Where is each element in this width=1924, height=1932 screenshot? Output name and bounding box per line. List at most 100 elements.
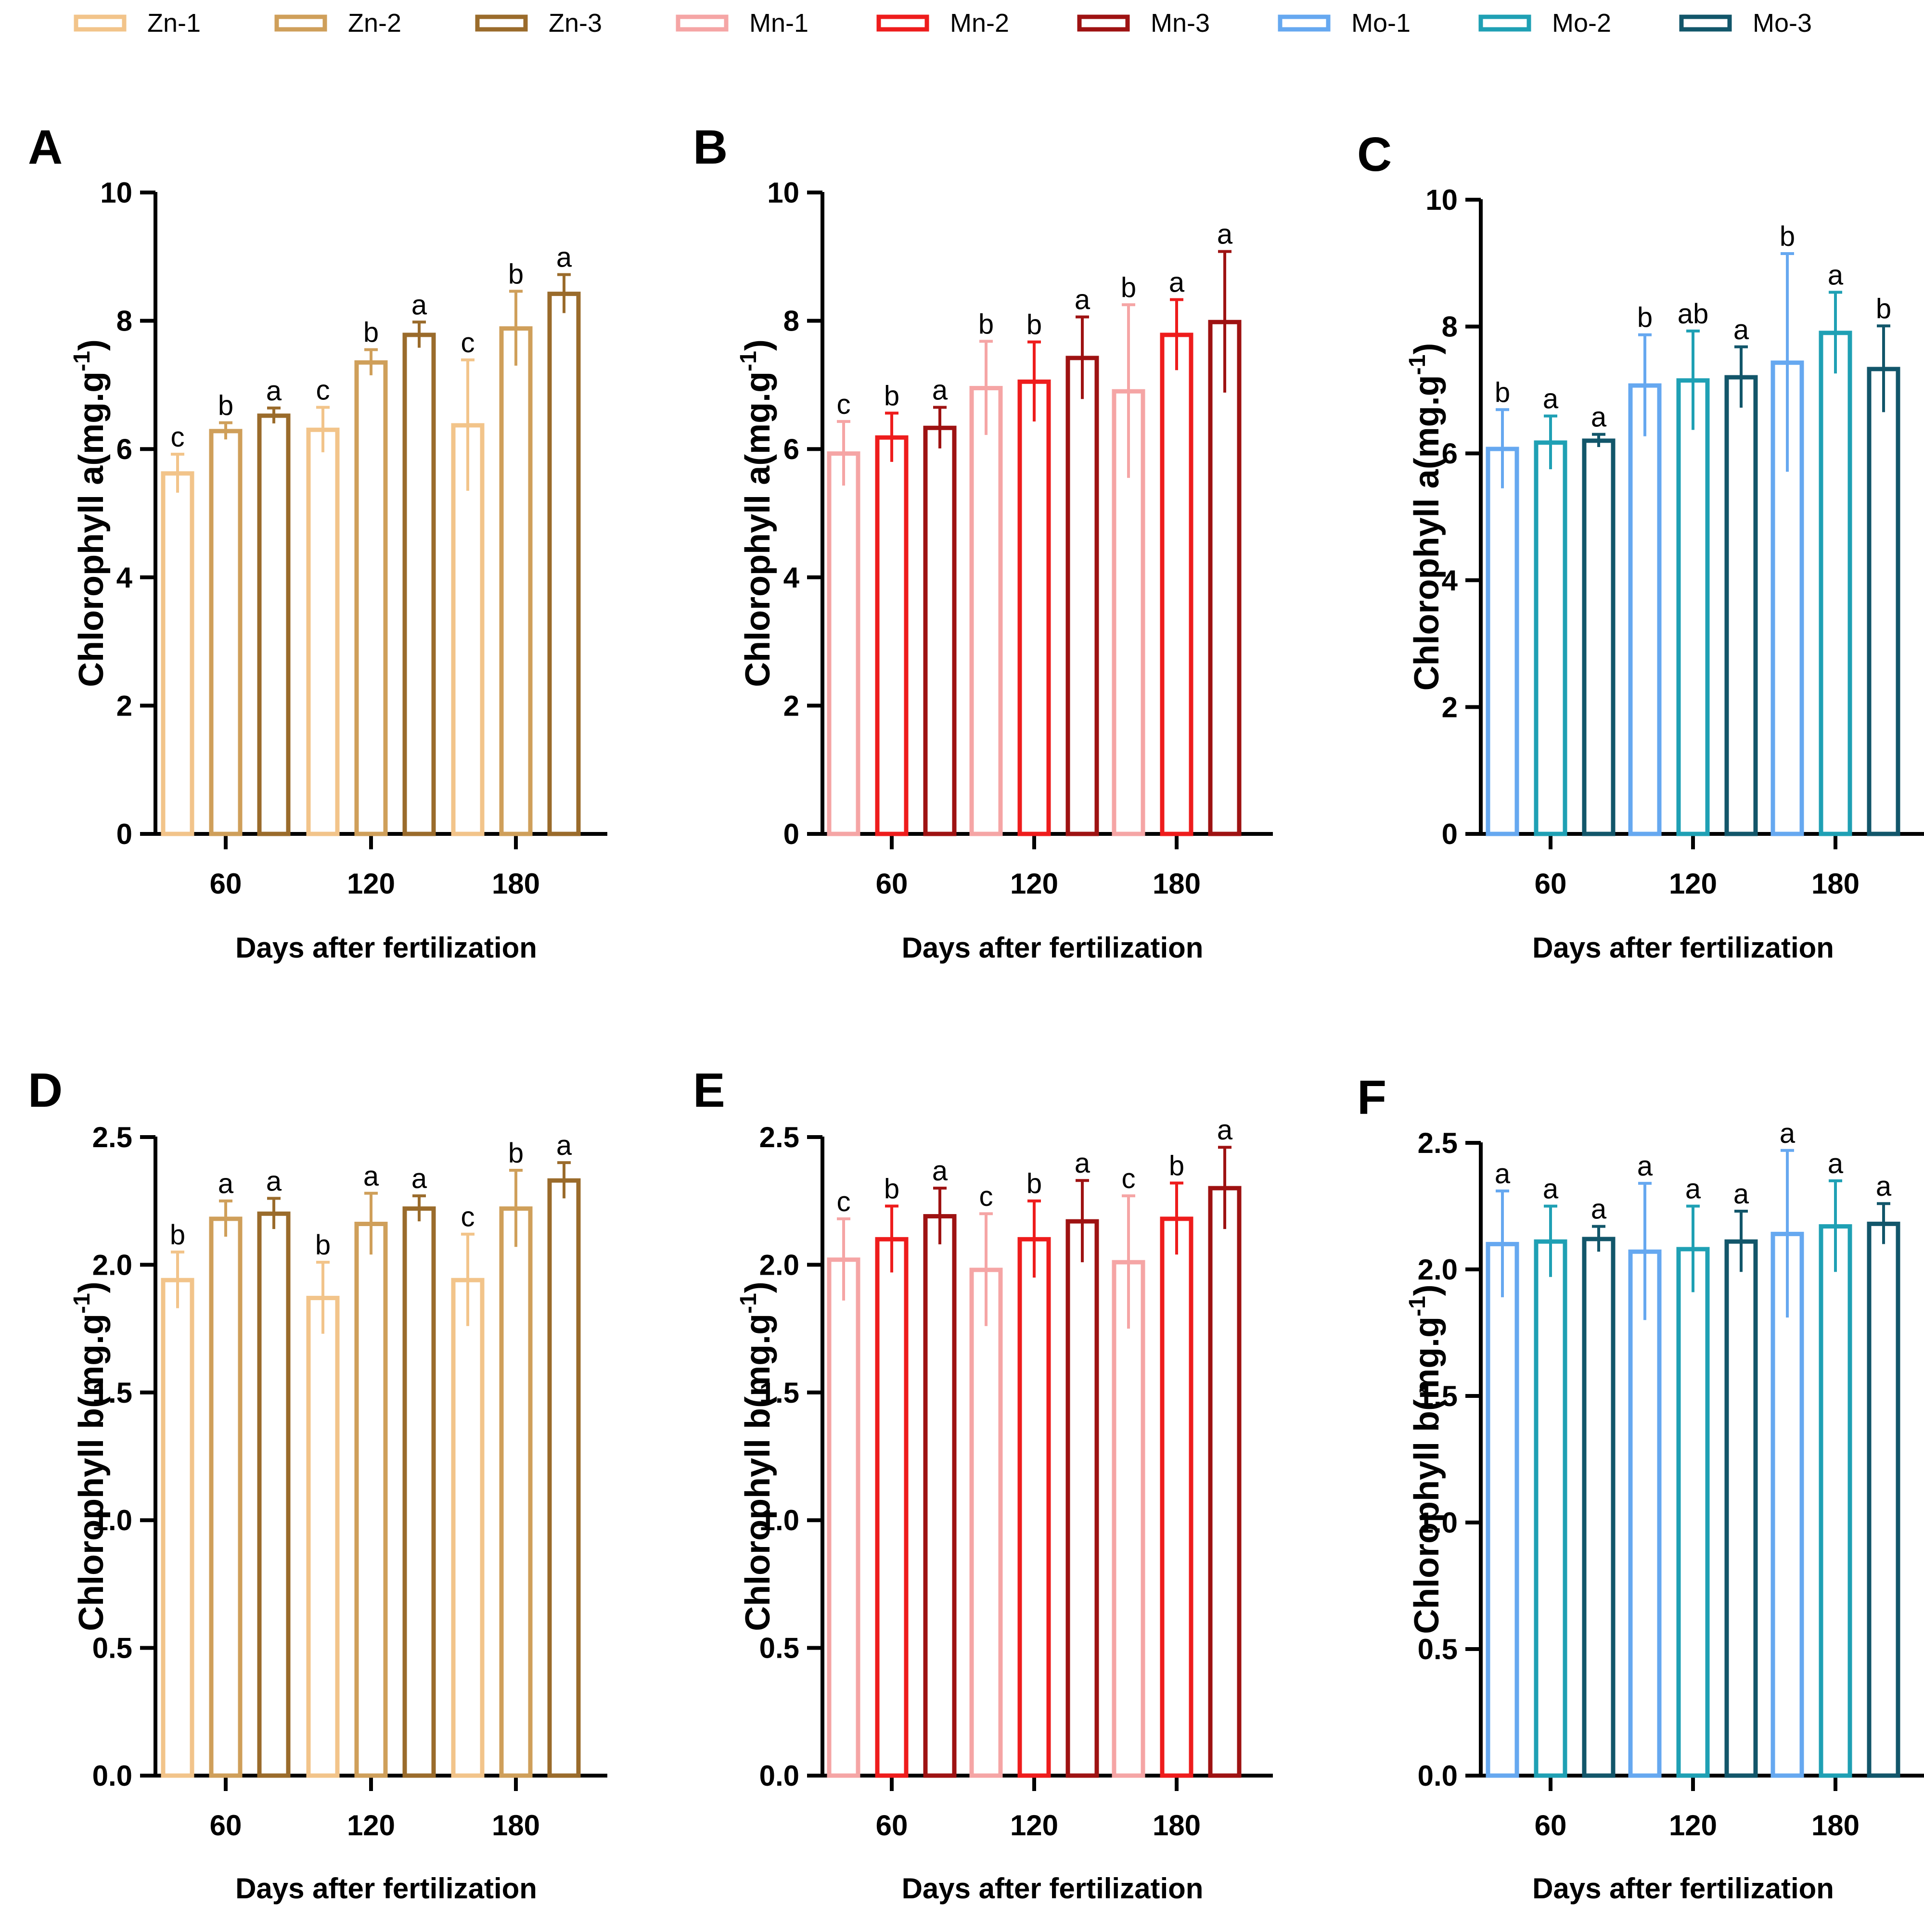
significance-letter: c bbox=[837, 389, 851, 420]
x-tick-label: 60 bbox=[876, 868, 908, 900]
x-axis-title: Days after fertilization bbox=[902, 1872, 1204, 1905]
y-axis-title-end: ) bbox=[72, 339, 111, 351]
significance-letter: a bbox=[266, 1165, 282, 1197]
panel-tag: A bbox=[28, 120, 63, 174]
y-tick-label: 10 bbox=[100, 177, 132, 209]
significance-letter: a bbox=[1591, 1194, 1607, 1225]
legend-swatch bbox=[876, 14, 929, 32]
significance-letter: a bbox=[1217, 219, 1233, 250]
series-mn-1: c cc bbox=[827, 1163, 1145, 1778]
bar bbox=[402, 333, 436, 836]
legend-label: Mn-2 bbox=[950, 9, 1009, 38]
series-zn-1: c c c bbox=[161, 327, 485, 836]
bar bbox=[547, 1178, 581, 1778]
y-tick-label: 2.0 bbox=[1418, 1254, 1458, 1286]
significance-letter: b bbox=[1026, 1168, 1042, 1200]
series-mn-1: cbb bbox=[827, 272, 1145, 836]
y-tick-label: 10 bbox=[1425, 184, 1458, 216]
significance-letter: a bbox=[1828, 1148, 1844, 1179]
x-tick-label: 180 bbox=[492, 1809, 540, 1842]
bar bbox=[306, 1295, 340, 1778]
y-axis-title-exponent: -1 bbox=[1405, 1296, 1430, 1317]
x-tick-label: 120 bbox=[347, 868, 395, 900]
legend-label: Zn-1 bbox=[147, 9, 201, 38]
bar bbox=[875, 435, 909, 836]
legend-item-zn-2: Zn-2 bbox=[274, 9, 401, 38]
panel-c: C 0 2 4 6 8 10 60 120 180 Days after fertilization… bbox=[1357, 128, 1924, 964]
y-tick-label: 0 bbox=[1442, 818, 1458, 850]
significance-letter: b bbox=[1495, 377, 1510, 408]
y-tick-label: 0 bbox=[783, 818, 799, 850]
legend-label: Mo-2 bbox=[1552, 9, 1611, 38]
bar bbox=[354, 1221, 388, 1778]
y-tick-label: 4 bbox=[1442, 564, 1458, 597]
bar bbox=[827, 451, 860, 836]
bar bbox=[1867, 1221, 1900, 1778]
significance-letter: c bbox=[171, 422, 185, 453]
series-zn-3: a a a bbox=[257, 1130, 581, 1778]
significance-letter: a bbox=[218, 1168, 234, 1200]
y-axis-title-end: ) bbox=[739, 339, 777, 351]
y-tick-label: 0.5 bbox=[1418, 1633, 1458, 1665]
bar bbox=[1724, 375, 1758, 836]
significance-letter: a bbox=[1685, 1174, 1701, 1205]
x-axis-title: Days after fertilization bbox=[1532, 932, 1834, 964]
bar bbox=[161, 1278, 194, 1778]
series-zn-1: b bc bbox=[161, 1202, 485, 1778]
y-axis-title-exponent: -1 bbox=[736, 351, 761, 371]
y-tick-label: 4 bbox=[116, 562, 133, 594]
bar bbox=[1628, 1249, 1662, 1778]
y-tick-label: 0.0 bbox=[759, 1760, 799, 1792]
legend-label: Mn-1 bbox=[749, 9, 808, 38]
y-tick-label: 0 bbox=[116, 818, 132, 850]
bar bbox=[1065, 1219, 1099, 1778]
x-tick-label: 120 bbox=[1010, 1809, 1058, 1842]
y-axis-title-exponent: -1 bbox=[1405, 355, 1430, 375]
significance-letter: a bbox=[1637, 1151, 1653, 1182]
significance-letter: b bbox=[1121, 272, 1136, 303]
y-axis-title-main: Chlorophyll a(mg.g bbox=[739, 371, 777, 687]
y-axis-title: Chlorophyll b(mg.g-1) bbox=[69, 1281, 111, 1631]
significance-letter: c bbox=[979, 1181, 993, 1212]
bar bbox=[1017, 1237, 1051, 1778]
x-tick-label: 180 bbox=[492, 868, 540, 900]
legend-item-zn-3: Zn-3 bbox=[475, 9, 602, 38]
bar bbox=[499, 1206, 533, 1778]
bar bbox=[402, 1206, 436, 1778]
significance-letter: a bbox=[932, 375, 948, 406]
bar bbox=[1065, 356, 1099, 836]
legend-swatch bbox=[1478, 14, 1531, 32]
legend-swatch bbox=[274, 14, 327, 32]
legend-swatch bbox=[1077, 14, 1130, 32]
significance-letter: a bbox=[1733, 1178, 1749, 1210]
bar bbox=[306, 427, 340, 836]
bar bbox=[969, 1267, 1003, 1778]
series-mn-3: a a a bbox=[923, 1114, 1242, 1778]
significance-letter: c bbox=[461, 327, 475, 358]
bar bbox=[1676, 1247, 1710, 1778]
significance-letter: b bbox=[884, 381, 899, 412]
significance-letter: b bbox=[978, 308, 994, 340]
x-axis-title: Days after fertilization bbox=[235, 932, 537, 964]
x-tick-label: 60 bbox=[1535, 868, 1567, 900]
bar bbox=[1208, 1186, 1242, 1778]
y-axis-title-main: Chlorophyll b(mg.g bbox=[72, 1314, 111, 1631]
y-axis-title-exponent: -1 bbox=[736, 1293, 761, 1314]
bar bbox=[1017, 379, 1051, 836]
bar bbox=[547, 292, 581, 836]
significance-letter: a bbox=[411, 289, 427, 320]
x-tick-label: 120 bbox=[347, 1809, 395, 1842]
panel-f: F 0.0 0.5 1.0 1.5 2.0 2.5 60 120 180 Days after fe… bbox=[1357, 1071, 1924, 1905]
legend: Zn-1 Zn-2 Zn-3 Mn-1 Mn-2 Mn-3 Mo-1 Mo-2 Mo-3 bbox=[74, 9, 1812, 38]
series-mo-1: b b b bbox=[1486, 221, 1804, 836]
bar bbox=[1867, 367, 1900, 836]
significance-letter: b bbox=[363, 317, 379, 348]
y-tick-label: 1.5 bbox=[92, 1377, 132, 1409]
panel-tag: C bbox=[1357, 128, 1392, 181]
significance-letter: b bbox=[1026, 309, 1042, 341]
y-axis-title-end: ) bbox=[72, 1281, 111, 1293]
significance-letter: a bbox=[266, 375, 282, 407]
panel-d: D 0.0 0.5 1.0 1.5 2.0 2.5 60 120 180 Days after fe… bbox=[28, 1063, 607, 1905]
x-axis-title: Days after fertilization bbox=[902, 932, 1204, 964]
